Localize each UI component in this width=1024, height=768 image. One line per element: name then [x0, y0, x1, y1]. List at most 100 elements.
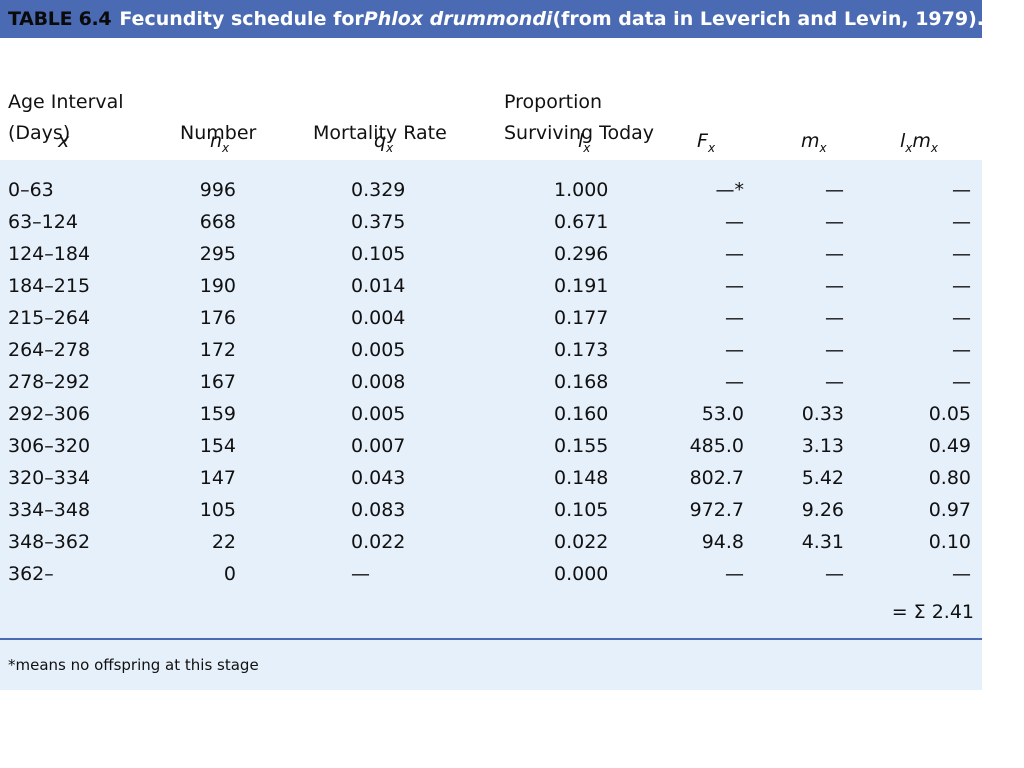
cell-fecundity: 94.8: [701, 531, 744, 553]
cell-proportion: 0.105: [554, 499, 609, 521]
cell-mortality: 0.004: [351, 307, 406, 329]
cell-lxmx: —: [952, 371, 971, 393]
cell-mx: —: [825, 563, 844, 585]
cell-mortality: 0.005: [351, 403, 406, 425]
cell-lxmx: —: [952, 243, 971, 265]
cell-lxmx: 0.49: [928, 435, 971, 457]
cell-number: 105: [199, 499, 236, 521]
cell-proportion: 0.000: [554, 563, 609, 585]
table-row: 334–348 105 0.083 0.105 972.7 9.26 0.97: [0, 494, 982, 526]
cell-mx: —: [825, 307, 844, 329]
cell-lxmx: 0.05: [928, 403, 971, 425]
cell-mortality: 0.008: [351, 371, 406, 393]
cell-fecundity: —: [725, 243, 744, 265]
cell-number: 147: [199, 467, 236, 489]
table-row: 278–292 167 0.008 0.168 — — —: [0, 366, 982, 398]
table-row: 264–278 172 0.005 0.173 — — —: [0, 334, 982, 366]
cell-lxmx: 0.10: [928, 531, 971, 553]
cell-age: 348–362: [8, 531, 91, 553]
cell-fecundity: —: [725, 307, 744, 329]
cell-age: 0–63: [8, 179, 54, 201]
cell-mx: 0.33: [801, 403, 844, 425]
cell-mx: —: [825, 243, 844, 265]
cell-proportion: 1.000: [554, 179, 609, 201]
cell-proportion: 0.155: [554, 435, 609, 457]
cell-age: 124–184: [8, 243, 91, 265]
cell-number: 0: [223, 563, 236, 585]
cell-number: 295: [199, 243, 236, 265]
cell-mortality: 0.375: [351, 211, 406, 233]
table-row: 320–334 147 0.043 0.148 802.7 5.42 0.80: [0, 462, 982, 494]
table-row: 292–306 159 0.005 0.160 53.0 0.33 0.05: [0, 398, 982, 430]
cell-number: 159: [199, 403, 236, 425]
header-mortality: Mortality Rate: [313, 122, 447, 144]
cell-number: 190: [199, 275, 236, 297]
cell-fecundity: —: [725, 371, 744, 393]
sum-total: = Σ 2.41: [891, 601, 974, 623]
cell-number: 668: [199, 211, 236, 233]
cell-fecundity: 972.7: [689, 499, 744, 521]
table-row: 63–124 668 0.375 0.671 — — —: [0, 206, 982, 238]
cell-mx: —: [825, 179, 844, 201]
cell-mortality: 0.083: [351, 499, 406, 521]
cell-fecundity: —: [725, 563, 744, 585]
divider: [0, 638, 982, 640]
table-title-species: Phlox drummondi: [363, 8, 553, 30]
cell-age: 334–348: [8, 499, 91, 521]
cell-age: 63–124: [8, 211, 78, 233]
cell-age: 278–292: [8, 371, 91, 393]
cell-proportion: 0.022: [554, 531, 609, 553]
table-body: 0–63 996 0.329 1.000 —* — — 63–124 668 0…: [0, 160, 982, 638]
cell-number: 22: [211, 531, 236, 553]
cell-mortality: 0.007: [351, 435, 406, 457]
cell-mortality: 0.105: [351, 243, 406, 265]
table-row: 215–264 176 0.004 0.177 — — —: [0, 302, 982, 334]
cell-lxmx: 0.80: [928, 467, 971, 489]
cell-proportion: 0.173: [554, 339, 609, 361]
table-number: TABLE 6.4: [8, 8, 112, 30]
cell-number: 167: [199, 371, 236, 393]
cell-lxmx: —: [952, 211, 971, 233]
cell-age: 362–: [8, 563, 54, 585]
cell-lxmx: —: [952, 179, 971, 201]
cell-number: 172: [199, 339, 236, 361]
table-title-text: Fecundity schedule for: [119, 8, 364, 30]
cell-lxmx: —: [952, 275, 971, 297]
cell-number: 154: [199, 435, 236, 457]
cell-age: 320–334: [8, 467, 91, 489]
header-proportion-line1: Proportion: [504, 91, 603, 113]
cell-proportion: 0.191: [554, 275, 609, 297]
cell-proportion: 0.296: [554, 243, 609, 265]
table-row: 348–362 22 0.022 0.022 94.8 4.31 0.10: [0, 526, 982, 558]
cell-fecundity: 53.0: [701, 403, 744, 425]
cell-mx: —: [825, 275, 844, 297]
table-row: 184–215 190 0.014 0.191 — — —: [0, 270, 982, 302]
cell-proportion: 0.177: [554, 307, 609, 329]
column-headers: Age Interval (Days) Number Mortality Rat…: [0, 38, 982, 160]
header-proportion-line2: Surviving Today: [504, 122, 655, 144]
table-title-bar: TABLE 6.4 Fecundity schedule for Phlox d…: [0, 0, 984, 38]
cell-mortality: —: [351, 563, 370, 585]
cell-proportion: 0.148: [554, 467, 609, 489]
cell-fecundity: 802.7: [689, 467, 744, 489]
cell-age: 264–278: [8, 339, 91, 361]
table-row: 306–320 154 0.007 0.155 485.0 3.13 0.49: [0, 430, 982, 462]
cell-mx: —: [825, 371, 844, 393]
symbol-Fx: Fx: [697, 130, 716, 155]
symbol-lxmx: lxmx: [900, 130, 939, 155]
cell-mx: 5.42: [801, 467, 844, 489]
symbol-nx: nx: [210, 130, 230, 155]
symbol-lx: lx: [578, 130, 591, 155]
cell-fecundity: —: [725, 211, 744, 233]
table-row: 0–63 996 0.329 1.000 —* — —: [0, 174, 982, 206]
cell-age: 184–215: [8, 275, 91, 297]
cell-lxmx: —: [952, 339, 971, 361]
table-panel: TABLE 6.4 Fecundity schedule for Phlox d…: [0, 0, 984, 690]
cell-mortality: 0.022: [351, 531, 406, 553]
cell-mortality: 0.005: [351, 339, 406, 361]
footnote: *means no offspring at this stage: [0, 640, 982, 690]
cell-mx: —: [825, 339, 844, 361]
cell-number: 176: [199, 307, 236, 329]
cell-age: 292–306: [8, 403, 91, 425]
table-row: 124–184 295 0.105 0.296 — — —: [0, 238, 982, 270]
